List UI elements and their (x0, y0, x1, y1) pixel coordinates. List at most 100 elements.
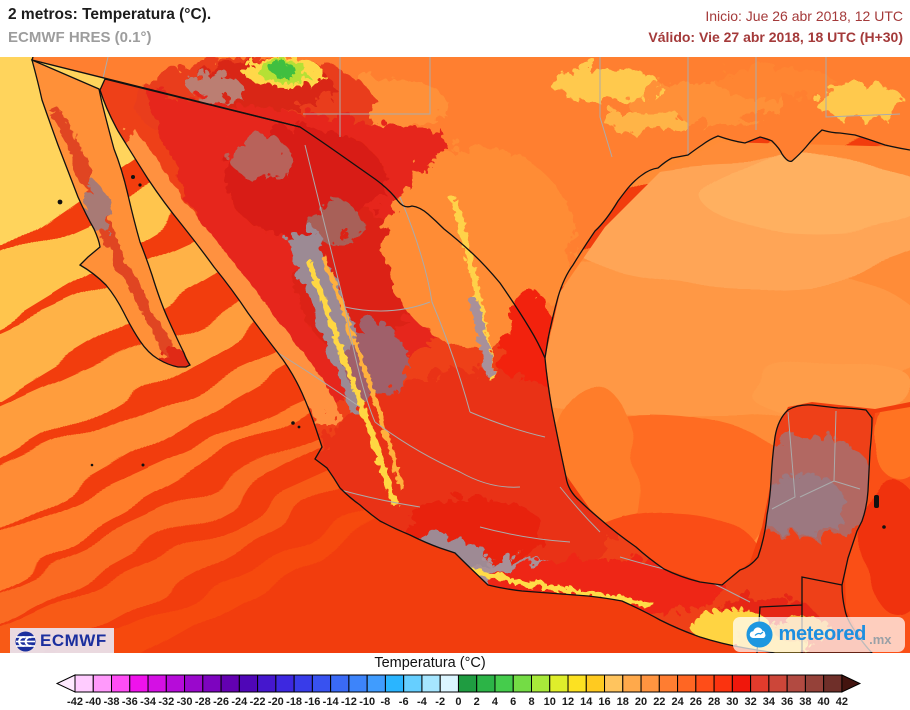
meteored-logo-tld: .mx (869, 632, 892, 647)
colorbar-cell (311, 674, 332, 693)
colorbar-tick-label: -40 (85, 696, 101, 708)
colorbar-tick-label: 4 (492, 696, 499, 708)
colorbar-cell (257, 674, 277, 693)
colorbar-cell (713, 674, 733, 693)
colorbar-tick-label: -20 (268, 696, 284, 708)
colorbar-title: Temperatura (°C) (374, 655, 486, 671)
colorbar-cell (439, 674, 459, 693)
colorbar-cell (604, 674, 624, 693)
colorbar-tick-label: 6 (510, 696, 516, 708)
colorbar-cell (549, 674, 569, 693)
init-datetime: Inicio: Jue 26 abr 2018, 12 UTC (705, 8, 903, 24)
colorbar-tick-label: -18 (286, 696, 302, 708)
colorbar-cell (640, 674, 660, 693)
colorbar-cell (695, 674, 715, 693)
colorbar-tick-label: -8 (381, 696, 391, 708)
colorbar-tick-label: -10 (359, 696, 375, 708)
colorbar-tick-label: 42 (836, 696, 848, 708)
caribbean-sea (845, 407, 910, 653)
meteored-logo: meteored .mx (733, 617, 905, 652)
colorbar-tick-label: -30 (177, 696, 193, 708)
colorbar-cell (494, 674, 514, 693)
ecmwf-logo-label: ECMWF (40, 631, 107, 650)
colorbar-cell (658, 674, 679, 693)
colorbar-tick-label: -4 (417, 696, 428, 708)
colorbar-cell (567, 674, 587, 693)
colorbar-tick-label: 22 (653, 696, 665, 708)
colorbar-cell (330, 674, 350, 693)
colorbar-cell (403, 674, 423, 693)
colorbar-cell (184, 674, 204, 693)
colorbar-tick-label: 36 (781, 696, 793, 708)
legend-footer: Temperatura (°C) -42 -40 -38 -36 -34 -32 -30 -2… (0, 653, 910, 710)
colorbar-cell (750, 674, 770, 693)
colorbar-tick-label: 0 (455, 696, 461, 708)
colorbar-tick-label: -32 (158, 696, 174, 708)
colorbar-cell (531, 674, 551, 693)
colorbar-tick-label: 2 (474, 696, 480, 708)
colorbar-cell (457, 674, 478, 693)
colorbar-tick-label: -2 (435, 696, 445, 708)
colorbar-tick-label: 8 (528, 696, 534, 708)
colorbar-cell (165, 674, 186, 693)
colorbar-cell (293, 674, 313, 693)
colorbar-tick-label: 10 (544, 696, 556, 708)
colorbar-cell (147, 674, 167, 693)
colorbar-cell (202, 674, 222, 693)
colorbar-tick-label: -14 (323, 696, 340, 708)
colorbar-tick-label: -12 (341, 696, 357, 708)
colorbar-cell (804, 674, 825, 693)
colorbar-cell (476, 674, 496, 693)
colorbar-cell (622, 674, 642, 693)
colorbar-tick-label: -36 (122, 696, 138, 708)
colorbar-tick-label: -24 (231, 696, 248, 708)
colorbar-tick-label: 12 (562, 696, 574, 708)
colorbar-tick-label: 16 (598, 696, 610, 708)
colorbar-cell (275, 674, 295, 693)
colorbar-tick-label: 18 (617, 696, 629, 708)
meteored-logo-label: meteored (778, 623, 867, 645)
header: 2 metros: Temperatura (°C). ECMWF HRES (… (0, 0, 910, 57)
colorbar-tick-label: 30 (726, 696, 738, 708)
colorbar-tick-label: 40 (818, 696, 830, 708)
colorbar-tick-label: -38 (104, 696, 120, 708)
ecmwf-logo: ECMWF (10, 628, 114, 653)
colorbar-tick-label: 28 (708, 696, 720, 708)
colorbar-cell (74, 674, 94, 693)
temperature-map: ECMWF meteored .mx (0, 57, 910, 653)
colorbar-cell (92, 674, 113, 693)
map-canvas (0, 57, 910, 653)
colorbar-cell (384, 674, 405, 693)
page-title: 2 metros: Temperatura (°C). (8, 6, 212, 23)
colorbar-svg: -42 -40 -38 -36 -34 -32 -30 -28 -26 -24 -22 -20 -18-… (55, 674, 862, 708)
colorbar-tick-label: -28 (195, 696, 211, 708)
model-label: ECMWF HRES (0.1°) (8, 29, 152, 46)
colorbar-cell (348, 674, 368, 693)
colorbar-tick-label: -16 (304, 696, 320, 708)
colorbar-cell (129, 674, 149, 693)
meteored-cloud-icon (746, 621, 773, 648)
colorbar-tick-label: -26 (213, 696, 229, 708)
colorbar-cell (786, 674, 806, 693)
colorbar-under-arrow (55, 674, 76, 693)
colorbar-tick-label: 24 (671, 696, 684, 708)
colorbar-cell (111, 674, 131, 693)
colorbar-cell (512, 674, 532, 693)
colorbar-tick-label: 14 (580, 696, 593, 708)
colorbar-cell (421, 674, 441, 693)
colorbar-tick-label: 20 (635, 696, 647, 708)
colorbar-over-arrow (841, 674, 862, 693)
islands (57, 175, 886, 529)
colorbar-cell (731, 674, 752, 693)
colorbar-cell (585, 674, 606, 693)
colorbar-tick-label: 38 (799, 696, 811, 708)
colorbar-cell (823, 674, 843, 693)
colorbar-cell (768, 674, 788, 693)
colorbar-tick-label: -6 (399, 696, 409, 708)
ecmwf-emblem-icon (15, 631, 36, 651)
colorbar-cell (677, 674, 697, 693)
colorbar-cell (220, 674, 240, 693)
colorbar-cell (238, 674, 259, 693)
colorbar-cell (366, 674, 386, 693)
colorbar-tick-label: -34 (140, 696, 157, 708)
